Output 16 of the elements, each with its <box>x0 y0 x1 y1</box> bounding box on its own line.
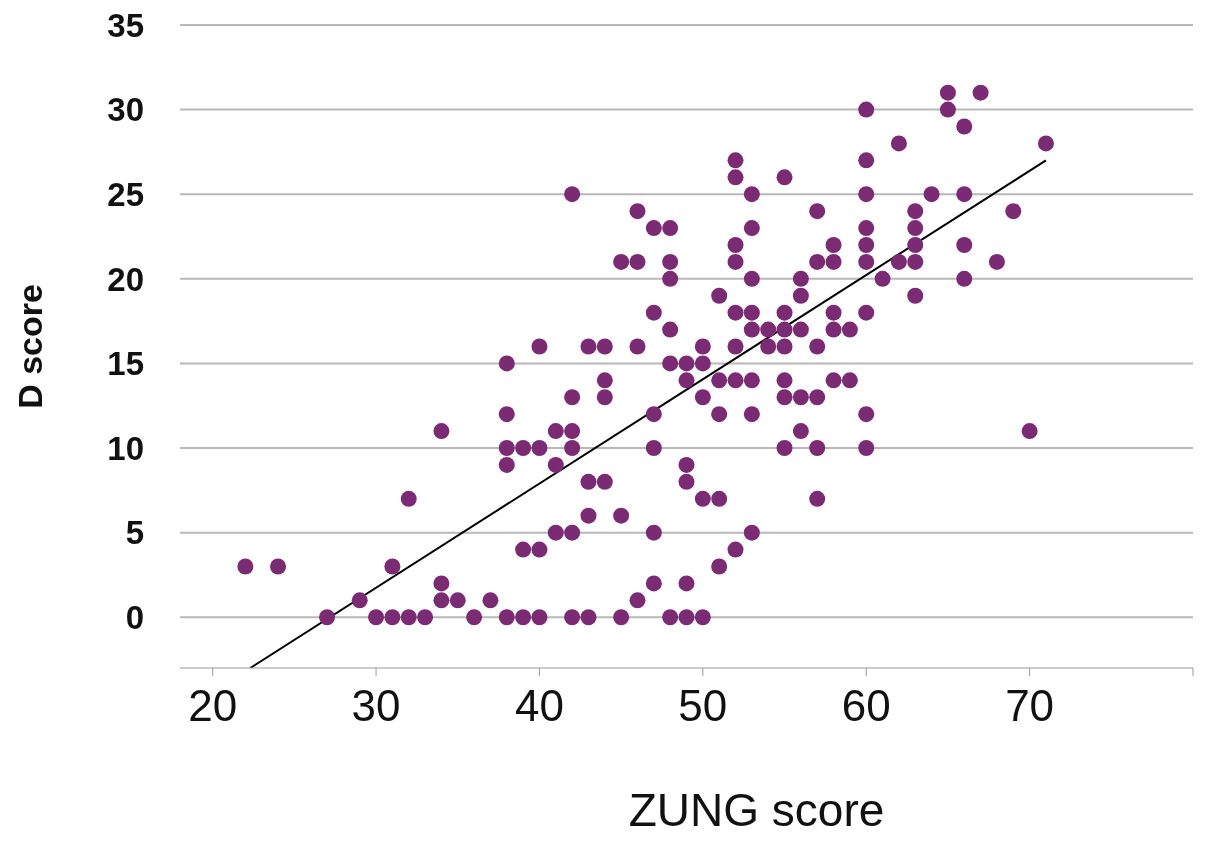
y-tick-label: 25 <box>107 175 144 213</box>
y-tick-label: 15 <box>107 345 144 383</box>
y-tick-label: 30 <box>107 91 144 129</box>
y-tick-label: 35 <box>107 6 144 44</box>
x-tick-label: 50 <box>678 681 728 731</box>
y-tick-label: 10 <box>107 429 144 467</box>
y-tick-label: 0 <box>125 598 144 636</box>
x-tick-label: 40 <box>514 681 564 731</box>
y-tick-label: 20 <box>107 260 144 298</box>
x-tick-label: 60 <box>841 681 891 731</box>
x-tick-label: 20 <box>188 681 238 731</box>
y-axis-title: D score <box>11 284 50 409</box>
x-axis-title: ZUNG score <box>628 784 885 836</box>
y-tick-label: 5 <box>125 514 144 552</box>
x-tick-label: 30 <box>351 681 401 731</box>
x-tick-label: 70 <box>1005 681 1055 731</box>
